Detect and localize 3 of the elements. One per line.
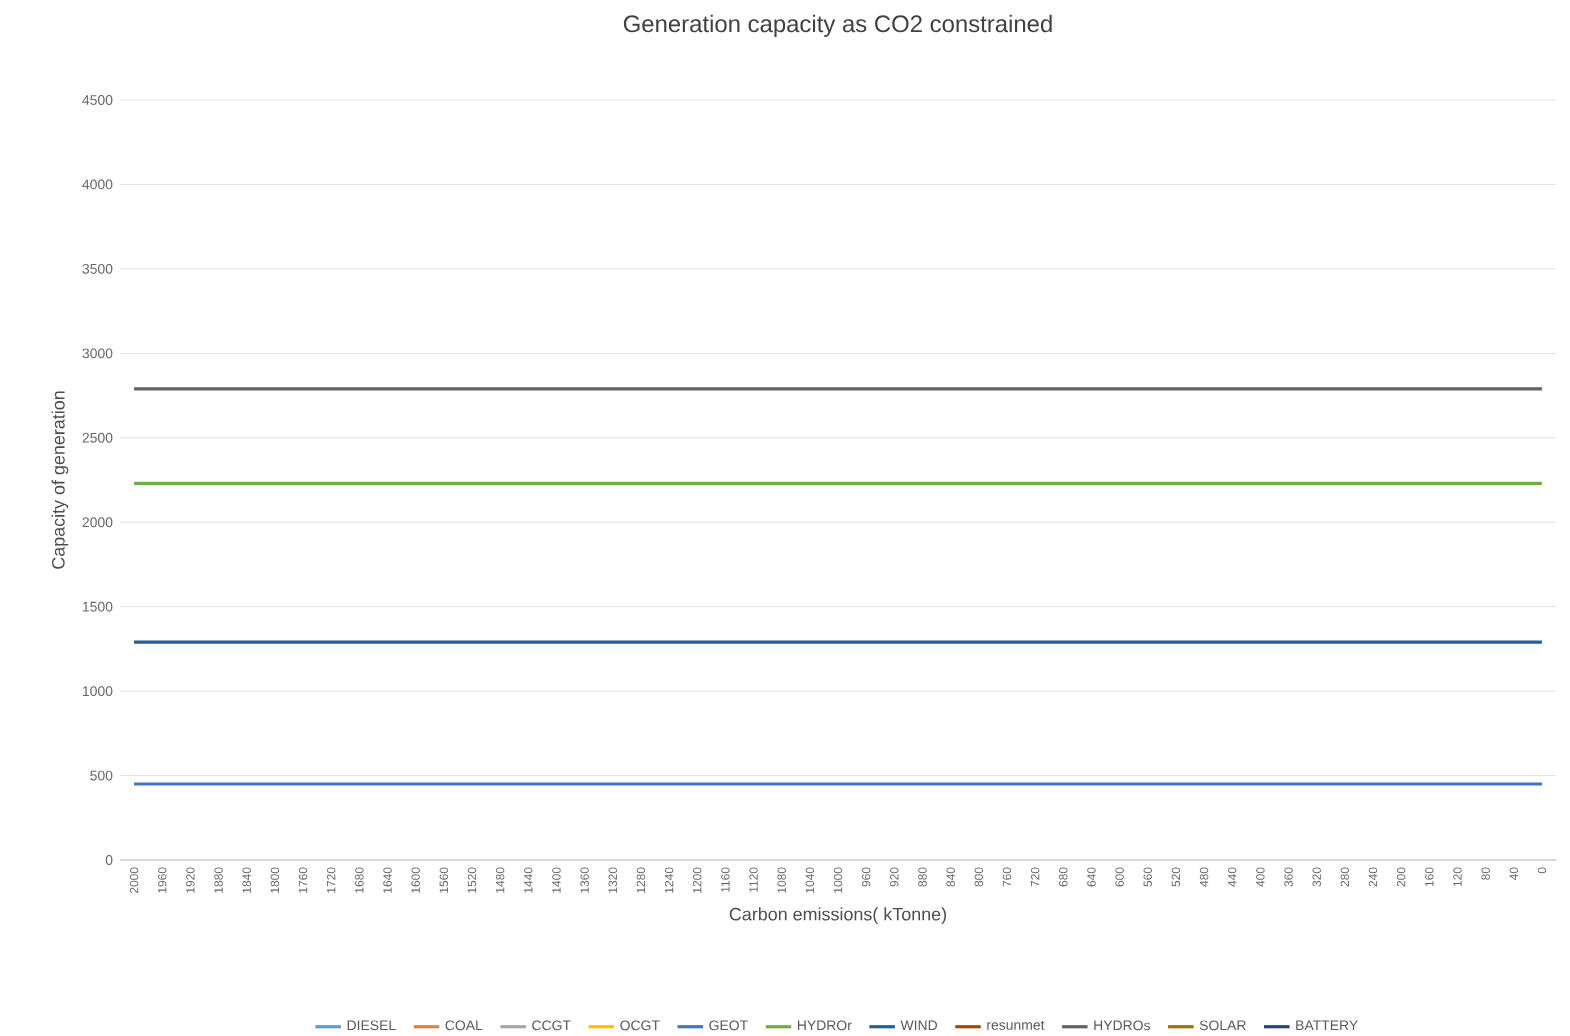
x-axis-title: Carbon emissions( kTonne) <box>729 907 947 925</box>
y-axis-title: Capacity of generation <box>51 391 69 569</box>
chart-title: Generation capacity as CO2 constrained <box>623 14 1052 37</box>
